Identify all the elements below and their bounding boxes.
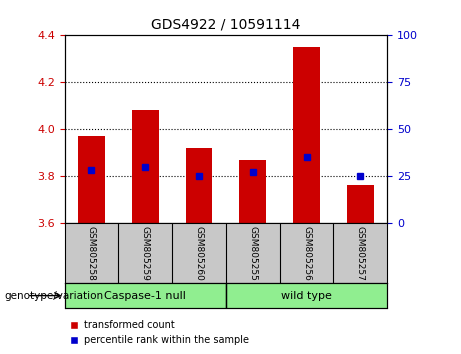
Text: GSM805259: GSM805259: [141, 225, 150, 281]
Bar: [65, 283, 226, 308]
Legend: transformed count, percentile rank within the sample: transformed count, percentile rank withi…: [70, 320, 249, 345]
Title: GDS4922 / 10591114: GDS4922 / 10591114: [151, 17, 301, 32]
Bar: [226, 283, 387, 308]
Text: GSM805260: GSM805260: [195, 225, 203, 281]
Bar: [239, 160, 266, 223]
Bar: [293, 47, 320, 223]
Text: Caspase-1 null: Caspase-1 null: [104, 291, 186, 301]
Text: GSM805257: GSM805257: [356, 225, 365, 281]
Text: wild type: wild type: [281, 291, 332, 301]
Text: GSM805255: GSM805255: [248, 225, 257, 281]
Text: GSM805256: GSM805256: [302, 225, 311, 281]
Bar: [132, 110, 159, 223]
Bar: [185, 148, 213, 223]
Bar: [78, 136, 105, 223]
Text: genotype/variation: genotype/variation: [5, 291, 104, 301]
Text: GSM805258: GSM805258: [87, 225, 96, 281]
Bar: [347, 185, 374, 223]
